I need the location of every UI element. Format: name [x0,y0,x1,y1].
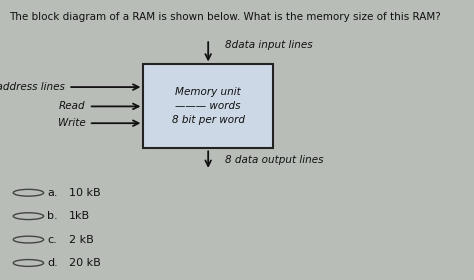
Text: 8 bit per word: 8 bit per word [172,115,245,125]
Text: ——— words: ——— words [175,101,241,111]
Text: Memory unit: Memory unit [175,87,241,97]
Text: 1kB: 1kB [69,211,90,221]
Text: a.: a. [47,188,58,198]
Text: The block diagram of a RAM is shown below. What is the memory size of this RAM?: The block diagram of a RAM is shown belo… [9,13,441,22]
Text: b.: b. [47,211,58,221]
Text: Write: Write [57,118,85,128]
Text: 8data input lines: 8data input lines [225,40,313,50]
Text: 8 data output lines: 8 data output lines [225,155,324,165]
Text: Read: Read [59,101,85,111]
Bar [143,64,273,148]
Text: 10 kB: 10 kB [69,188,100,198]
Text: 2 kB: 2 kB [69,235,93,244]
Text: 20 kB: 20 kB [69,258,100,268]
Text: 10 address lines: 10 address lines [0,82,65,92]
Text: d.: d. [47,258,58,268]
Text: c.: c. [47,235,57,244]
